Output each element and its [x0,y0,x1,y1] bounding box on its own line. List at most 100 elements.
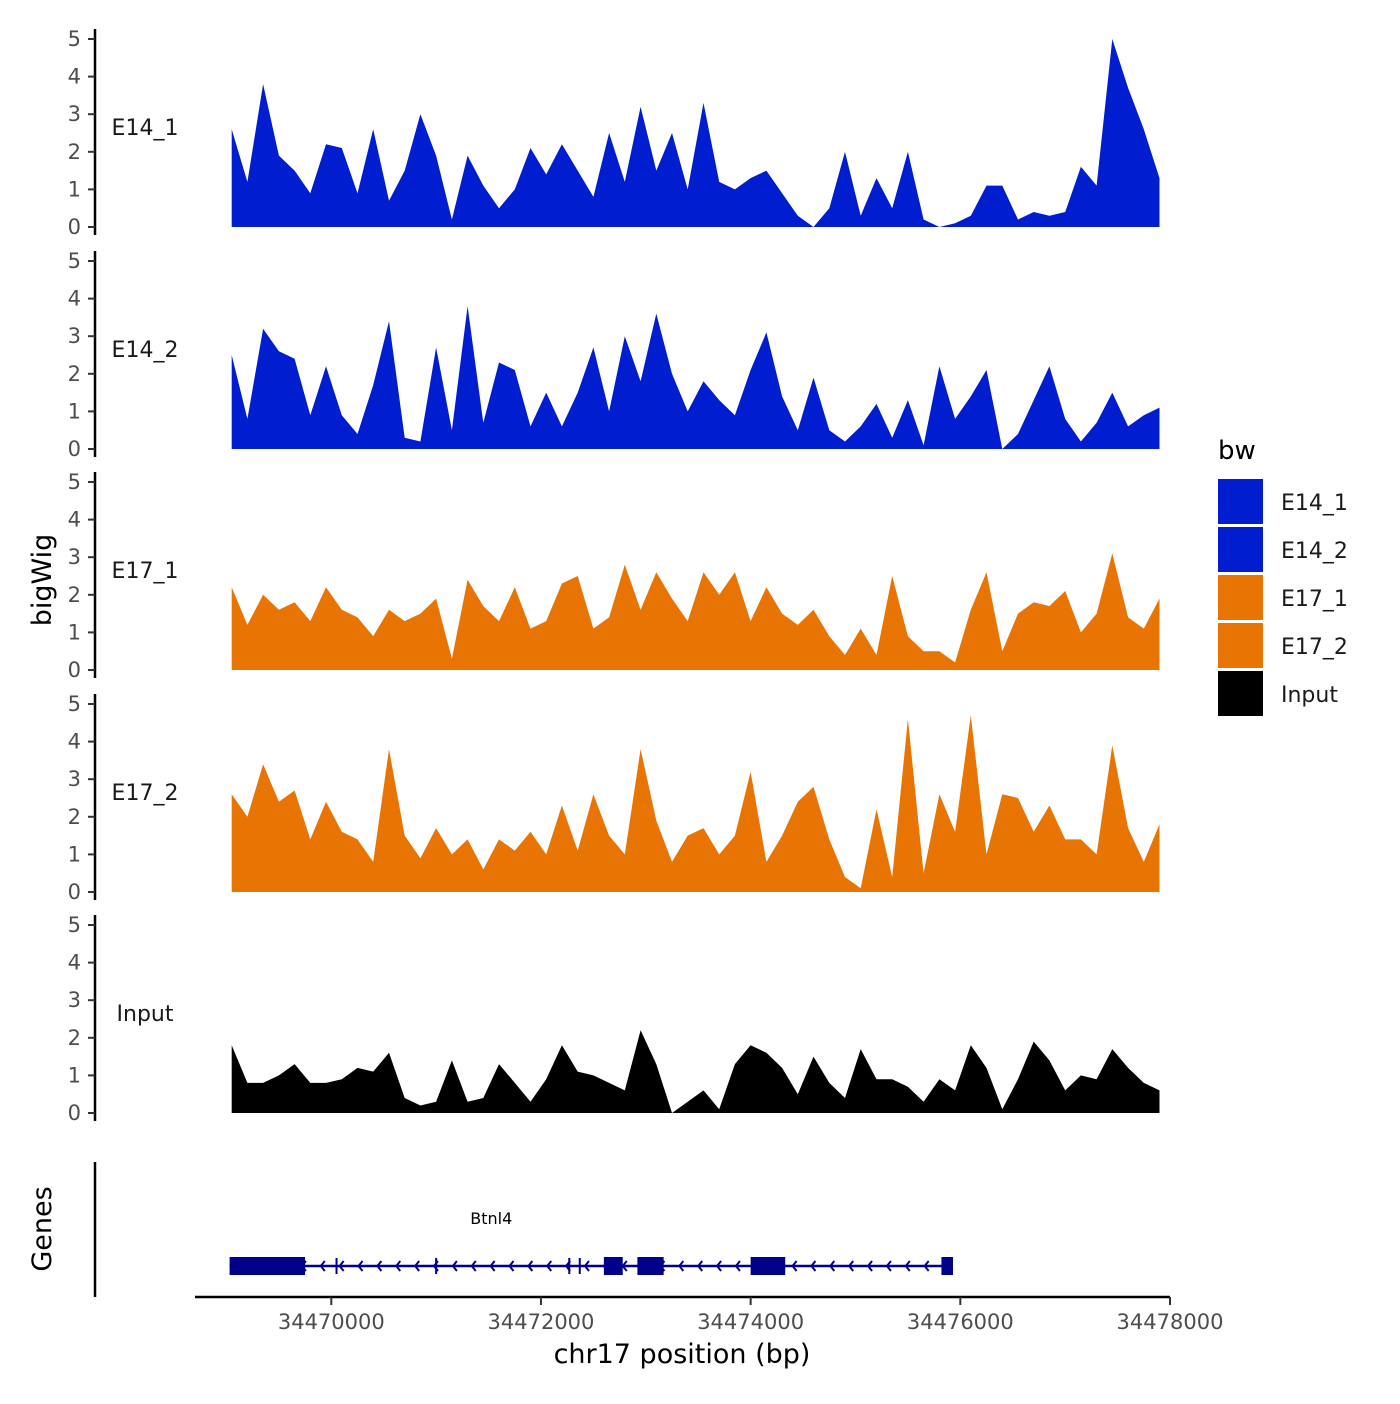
strand-arrow [791,1260,798,1272]
gene-label: Btnl4 [470,1209,512,1228]
strand-arrow [866,1260,873,1272]
y-tick-label: 1 [68,620,81,644]
y-tick-label: 3 [68,324,81,348]
legend-swatch [1218,575,1263,620]
genes-axis-title: Genes [27,1186,58,1271]
strand-arrow [545,1260,553,1272]
legend-label: Input [1281,683,1338,708]
y-tick-label: 0 [68,437,81,461]
gene-exon [229,1257,306,1275]
x-axis-title: chr17 position (bp) [554,1339,811,1370]
gene-exon [637,1257,664,1275]
x-axis: 34470000 34472000 34474000 34476000 34478000 [195,1295,1224,1334]
coverage-area [231,306,1160,449]
legend-label: E17_1 [1281,587,1348,612]
x-tick-label: 34476000 [907,1310,1014,1334]
y-tick-label: 1 [68,842,81,866]
strand-arrow [376,1260,383,1272]
y-tick-label: 5 [68,27,81,51]
track-label: Input [117,1002,174,1027]
legend-swatch [1218,671,1263,716]
track-E17_1: 0 1 2 3 4 5 E17_1 [68,470,1160,682]
coverage-area [231,715,1160,892]
track-label: E17_2 [112,781,179,806]
track-E17_2: 0 1 2 3 4 5 E17_2 [68,692,1160,904]
legend-label: E17_2 [1281,635,1348,660]
y-tick-label: 0 [68,215,81,239]
tracks-layer: 0 1 2 3 4 5 E14_1 0 1 2 3 4 5 E14_2 0 1 2 3 4 5 E17_1 0 1 2 3 4 5 E… [68,27,1160,1125]
y-tick-label: 5 [68,249,81,273]
y-tick-label: 5 [68,692,81,716]
genes-track: Btnl4 [93,1162,953,1297]
gene-exon [750,1257,786,1275]
strand-arrow [413,1260,420,1272]
y-axis-title: bigWig [27,534,58,627]
y-tick-label: 0 [68,658,81,682]
strand-arrow [810,1260,817,1272]
y-tick-label: 2 [68,140,81,164]
y-tick-label: 4 [68,65,81,89]
y-tick-label: 2 [68,1026,81,1050]
strand-arrow [904,1260,911,1272]
y-tick-label: 0 [68,880,81,904]
gene-exon [941,1257,953,1275]
x-tick-label: 34474000 [697,1310,804,1334]
track-E14_2: 0 1 2 3 4 5 E14_2 [68,249,1160,461]
legend-swatch [1218,527,1263,572]
y-tick-label: 2 [68,362,81,386]
strand-arrow [734,1260,741,1272]
legend-title: bw [1218,436,1256,466]
legend-label: E14_1 [1281,491,1348,516]
strand-arrow [527,1260,534,1272]
strand-arrow [847,1260,854,1272]
y-tick-label: 4 [68,951,81,975]
strand-arrow [829,1260,836,1272]
legend-label: E14_2 [1281,539,1348,564]
gene-exon [603,1257,623,1275]
legend: bw E14_1 E14_2 E17_1 E17_2 Input [1218,436,1348,716]
y-tick-label: 1 [68,399,81,423]
x-tick-label: 34470000 [278,1310,385,1334]
y-tick-label: 4 [68,508,81,532]
strand-arrow [357,1260,364,1272]
x-tick-label: 34472000 [488,1310,595,1334]
track-E14_1: 0 1 2 3 4 5 E14_1 [68,27,1160,239]
y-tick-label: 1 [68,1063,81,1087]
track-label: E14_1 [112,116,179,141]
y-tick-label: 3 [68,767,81,791]
y-tick-label: 1 [68,177,81,201]
y-tick-label: 3 [68,988,81,1012]
y-tick-label: 5 [68,913,81,937]
track-label: E17_1 [112,559,179,584]
strand-arrow [923,1260,930,1272]
y-tick-label: 3 [68,102,81,126]
strand-arrow [583,1260,590,1272]
y-tick-label: 2 [68,583,81,607]
legend-swatch [1218,623,1263,668]
strand-arrow [715,1260,722,1272]
coverage-area [231,553,1160,670]
track-Input: 0 1 2 3 4 5 Input [68,913,1160,1125]
y-tick-label: 0 [68,1101,81,1125]
strand-arrow [470,1260,477,1272]
y-tick-label: 2 [68,805,81,829]
y-tick-label: 3 [68,545,81,569]
y-tick-label: 5 [68,470,81,494]
strand-arrow [338,1260,345,1272]
strand-arrow [319,1260,326,1272]
strand-arrow [489,1260,496,1272]
strand-arrow [696,1260,704,1272]
strand-arrow [451,1260,458,1272]
legend-swatch [1218,479,1263,524]
coverage-area [231,1030,1160,1113]
strand-arrow [395,1260,402,1272]
x-tick-label: 34478000 [1117,1310,1224,1334]
strand-arrow [621,1260,628,1272]
strand-arrow [678,1260,685,1272]
strand-arrow [885,1260,892,1272]
strand-arrow [508,1260,515,1272]
y-tick-label: 4 [68,730,81,754]
coverage-area [231,39,1160,227]
